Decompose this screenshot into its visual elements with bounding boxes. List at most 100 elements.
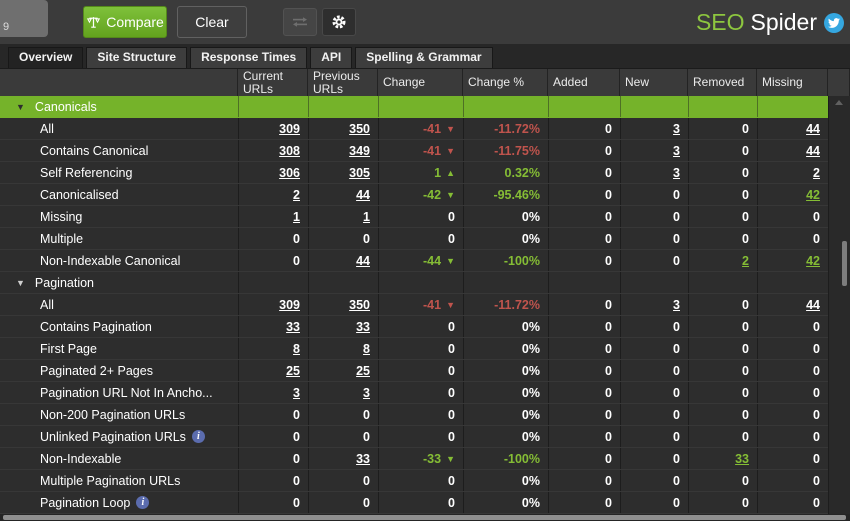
cell-current-urls[interactable]: 308 [238,140,308,161]
cell-previous-urls[interactable]: 349 [308,140,378,161]
cell-change-percent: 0% [463,404,548,425]
tab-site-structure[interactable]: Site Structure [86,47,188,68]
tab-response-times[interactable]: Response Times [190,47,308,68]
cell-previous-urls[interactable]: 3 [308,382,378,403]
tab-api[interactable]: API [310,47,353,68]
cell-missing[interactable]: 44 [757,294,828,315]
row-label: Non-200 Pagination URLs [40,407,186,422]
cell-missing: 0 [757,382,828,403]
info-icon[interactable]: i [136,496,150,509]
cell-current-urls[interactable]: 3 [238,382,308,403]
cell-new: 0 [620,426,688,447]
table-row-canonicals-non-indexable-canonical[interactable]: Non-Indexable Canonical 0 44 -44 ▼ -100% 0 0 2 42 [0,250,828,272]
info-icon[interactable]: i [191,430,205,443]
compare-button[interactable]: Compare [83,6,167,38]
cell-current-urls[interactable]: 2 [238,184,308,205]
table-row-canonicals-all[interactable]: All 309 350 -41 ▼ -11.72% 0 3 0 44 [0,118,828,140]
table-row-pagination-contains-pagination[interactable]: Contains Pagination 33 33 0 0% 0 0 0 0 [0,316,828,338]
table-row-pagination-unlinked-pagination-urls[interactable]: Unlinked Pagination URLs i 0 0 0 0% 0 0 0 0 [0,426,828,448]
column-header-name[interactable] [0,69,238,96]
cell-current-urls[interactable]: 306 [238,162,308,183]
horizontal-scrollbar[interactable] [0,514,850,521]
cell-previous-urls[interactable]: 8 [308,338,378,359]
cell-current-urls[interactable]: 8 [238,338,308,359]
cell-previous-urls[interactable]: 44 [308,250,378,271]
cell-missing[interactable]: 42 [757,184,828,205]
cell-missing[interactable]: 2 [757,162,828,183]
cell-new[interactable]: 3 [620,140,688,161]
table-row-pagination-non-indexable[interactable]: Non-Indexable 0 33 -33 ▼ -100% 0 0 33 0 [0,448,828,470]
cell-current-urls[interactable]: 1 [238,206,308,227]
cell-previous-urls[interactable]: 33 [308,448,378,469]
vertical-scroll-thumb[interactable] [842,241,847,286]
table-row-canonicals-canonicalised[interactable]: Canonicalised 2 44 -42 ▼ -95.46% 0 0 0 42 [0,184,828,206]
column-header-current-urls[interactable]: Current URLs [238,69,308,96]
row-label: Paginated 2+ Pages [40,363,153,378]
table-row-pagination-paginated-2-pages[interactable]: Paginated 2+ Pages 25 25 0 0% 0 0 0 0 [0,360,828,382]
table-row-pagination-pagination-loop[interactable]: Pagination Loop i 0 0 0 0% 0 0 0 0 [0,492,828,514]
row-label-cell: Non-Indexable [0,448,238,469]
cell-previous-urls[interactable]: 33 [308,316,378,337]
cell-current-urls[interactable]: 309 [238,118,308,139]
cell-missing[interactable]: 44 [757,140,828,161]
cell-removed[interactable]: 33 [688,448,757,469]
column-header-previous-urls[interactable]: Previous URLs [308,69,378,96]
clear-button[interactable]: Clear [177,6,247,38]
cell-current-urls[interactable]: 309 [238,294,308,315]
cell-missing[interactable]: 42 [757,250,828,271]
cell-removed[interactable]: 2 [688,250,757,271]
table-row-canonicals-multiple[interactable]: Multiple 0 0 0 0% 0 0 0 0 [0,228,828,250]
table-row-pagination-first-page[interactable]: First Page 8 8 0 0% 0 0 0 0 [0,338,828,360]
cell-removed: 0 [688,162,757,183]
section-label-cell: ▼ Canonicals [0,96,238,117]
cell-added [548,272,620,293]
tab-overview[interactable]: Overview [8,47,84,68]
tab-spelling-grammar[interactable]: Spelling & Grammar [355,47,493,68]
cell-change-percent: 0% [463,360,548,381]
cell-new[interactable]: 3 [620,294,688,315]
cell-new[interactable]: 3 [620,118,688,139]
horizontal-scroll-thumb[interactable] [3,515,846,520]
table-row-canonicals-contains-canonical[interactable]: Contains Canonical 308 349 -41 ▼ -11.75% 0 3 0 44 [0,140,828,162]
collapse-triangle-icon[interactable]: ▼ [16,277,25,288]
cell-previous-urls[interactable]: 44 [308,184,378,205]
table-row-pagination-non-200-pagination-urls[interactable]: Non-200 Pagination URLs 0 0 0 0% 0 0 0 0 [0,404,828,426]
cell-previous-urls[interactable]: 305 [308,162,378,183]
column-header-added[interactable]: Added [548,69,620,96]
table-row-pagination-multiple-pagination-urls[interactable]: Multiple Pagination URLs 0 0 0 0% 0 0 0 0 [0,470,828,492]
row-label: Contains Canonical [40,143,149,158]
vertical-scrollbar[interactable] [828,96,850,514]
column-header-removed[interactable]: Removed [688,69,757,96]
collapse-triangle-icon[interactable]: ▼ [16,101,25,112]
cell-new: 0 [620,492,688,513]
cell-previous-urls[interactable]: 350 [308,294,378,315]
twitter-icon[interactable] [824,12,844,33]
cell-added: 0 [548,250,620,271]
section-row-canonicals[interactable]: ▼ Canonicals [0,96,828,118]
cell-change-percent [463,96,548,117]
cell-current-urls[interactable]: 33 [238,316,308,337]
scroll-up-arrow-icon[interactable] [835,100,843,105]
cell-previous-urls: 0 [308,426,378,447]
column-header-change-percent[interactable]: Change % [463,69,548,96]
table-row-canonicals-missing[interactable]: Missing 1 1 0 0% 0 0 0 0 [0,206,828,228]
table-row-canonicals-self-referencing[interactable]: Self Referencing 306 305 1 ▲ 0.32% 0 3 0 2 [0,162,828,184]
cell-previous-urls[interactable]: 25 [308,360,378,381]
cell-new[interactable]: 3 [620,162,688,183]
section-row-pagination[interactable]: ▼ Pagination [0,272,828,294]
cell-missing[interactable]: 44 [757,118,828,139]
row-label: Missing [40,209,83,224]
column-header-change[interactable]: Change [378,69,463,96]
swap-mode-button[interactable] [283,8,317,36]
cell-change: 0 [378,404,463,425]
column-header-missing[interactable]: Missing [757,69,828,96]
settings-button[interactable] [322,8,356,36]
table-row-pagination-all[interactable]: All 309 350 -41 ▼ -11.72% 0 3 0 44 [0,294,828,316]
table-row-pagination-pagination-url-not-in-ancho[interactable]: Pagination URL Not In Ancho... 3 3 0 0% 0 0 0 0 [0,382,828,404]
column-header-new[interactable]: New [620,69,688,96]
cell-previous-urls[interactable]: 350 [308,118,378,139]
gear-icon [331,14,347,30]
decrease-triangle-icon: ▼ [446,145,455,156]
cell-current-urls[interactable]: 25 [238,360,308,381]
cell-previous-urls[interactable]: 1 [308,206,378,227]
